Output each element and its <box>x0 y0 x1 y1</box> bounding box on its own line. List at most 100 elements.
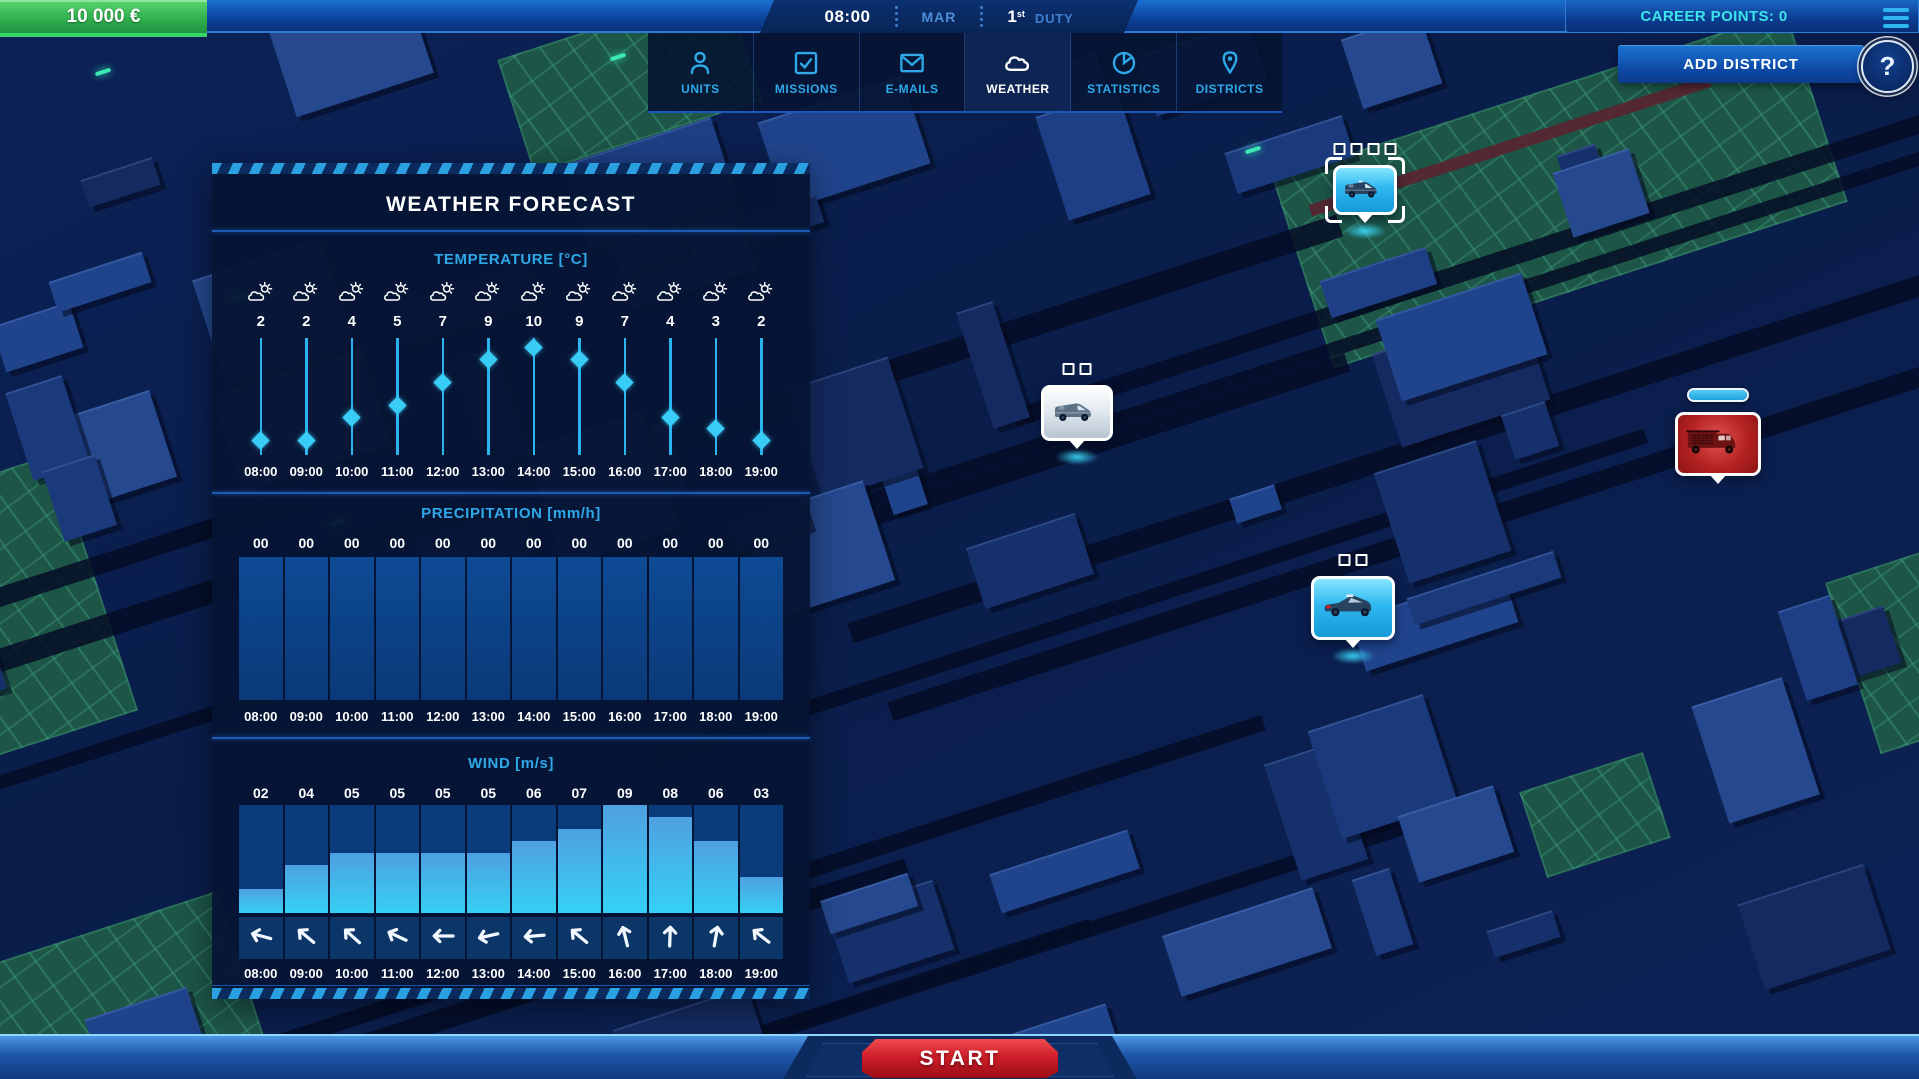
menu-button[interactable] <box>1877 5 1911 31</box>
selection-bracket <box>1325 206 1342 223</box>
help-button[interactable]: ? <box>1861 40 1914 93</box>
wind-direction-cell <box>239 917 283 959</box>
time-label: 09:00 <box>289 965 323 981</box>
mission-slot-square <box>1338 554 1351 566</box>
map-building <box>1691 676 1820 823</box>
wind-value: 06 <box>707 785 724 801</box>
wind-arrow-icon <box>746 921 776 956</box>
pie-chart-icon <box>1108 48 1140 78</box>
temperature-line <box>760 338 763 455</box>
nav-tabs: UNITS MISSIONS E-MAILS WEATHER STATISTIC… <box>648 33 1282 113</box>
temperature-section-label: TEMPERATURE [°C] <box>434 251 588 268</box>
mission-slot-square <box>1355 554 1368 566</box>
add-district-button[interactable]: ADD DISTRICT <box>1618 45 1864 83</box>
police-car-icon <box>1319 584 1388 633</box>
wind-arrow-icon <box>291 921 321 956</box>
separator-dots <box>980 6 983 27</box>
mission-slot-square <box>1350 143 1363 155</box>
partly-cloudy-icon <box>466 276 512 308</box>
money-display: 10 000 € <box>0 0 207 37</box>
tab-units[interactable]: UNITS <box>648 33 754 111</box>
duty-word: DUTY <box>1034 10 1074 26</box>
wind-arrow-icon <box>246 921 276 956</box>
tab-districts[interactable]: DISTRICTS <box>1177 33 1282 111</box>
time-label: 14:00 <box>517 965 551 981</box>
wind-arrow-icon <box>701 921 731 956</box>
time-display: 08:00 <box>824 6 871 26</box>
wind-time-row: 08:00 09:00 10:00 11:00 12:00 13:00 14:00 15:00… <box>238 963 784 983</box>
fire-truck-icon <box>1683 420 1753 469</box>
time-label: 08:00 <box>244 708 278 724</box>
map-marker-fire-truck[interactable] <box>1675 388 1761 484</box>
precipitation-chart <box>238 557 784 700</box>
precipitation-bar <box>512 557 556 700</box>
time-label: 11:00 <box>380 965 414 981</box>
partly-cloudy-icon <box>420 276 466 308</box>
temperature-column <box>739 338 785 455</box>
time-label: 09:00 <box>289 708 323 724</box>
wind-direction-cell <box>648 917 692 959</box>
temperature-value: 9 <box>575 312 584 330</box>
time-label: 12:00 <box>426 463 460 479</box>
wind-bar <box>421 852 465 913</box>
precipitation-bar <box>375 557 419 700</box>
start-button[interactable]: START <box>862 1039 1058 1078</box>
precipitation-value: 00 <box>753 535 770 551</box>
wind-bar-track <box>466 805 510 913</box>
mission-slot-square <box>1062 363 1075 375</box>
tab-emails[interactable]: E-MAILS <box>860 33 966 111</box>
wind-bar-track <box>694 805 738 913</box>
time-label: 19:00 <box>744 708 778 724</box>
map-pin-icon <box>1214 48 1246 78</box>
map-marker-ambulance-idle[interactable] <box>1041 363 1113 465</box>
divider <box>212 230 810 232</box>
wind-direction-cell <box>421 917 465 959</box>
time-label: 17:00 <box>653 708 687 724</box>
hazard-stripe-bottom <box>212 988 810 999</box>
temperature-marker <box>524 338 543 357</box>
temperature-column <box>511 338 557 455</box>
tab-districts-label: DISTRICTS <box>1195 82 1264 96</box>
precipitation-bar <box>648 557 692 700</box>
wind-value: 08 <box>662 785 679 801</box>
mission-slots <box>1338 554 1368 566</box>
duty-suffix: st <box>1016 8 1025 19</box>
tab-weather[interactable]: WEATHER <box>965 33 1072 111</box>
wind-direction-cell <box>694 917 738 959</box>
temperature-column <box>329 338 375 455</box>
time-label: 18:00 <box>699 708 733 724</box>
divider <box>212 492 810 494</box>
precipitation-section-label: PRECIPITATION [mm/h] <box>421 505 601 522</box>
hazard-stripe-top <box>212 163 810 174</box>
precipitation-bar <box>603 557 647 700</box>
time-label: 10:00 <box>335 965 369 981</box>
marker-glow <box>1055 449 1099 465</box>
time-label: 08:00 <box>244 965 278 981</box>
temperature-line <box>487 338 490 455</box>
temperature-marker <box>479 350 498 369</box>
wind-arrow-icon <box>337 921 367 956</box>
temperature-column <box>238 338 284 455</box>
marker-progress-fill <box>1689 390 1747 400</box>
divider <box>212 737 810 739</box>
map-park <box>1519 752 1671 878</box>
precipitation-value: 00 <box>434 535 451 551</box>
map-marker-police-car[interactable] <box>1311 554 1395 664</box>
marker-glow <box>1331 648 1375 664</box>
map-marker-ambulance-selected[interactable] <box>1325 143 1405 239</box>
precipitation-value: 00 <box>252 535 269 551</box>
tab-statistics[interactable]: STATISTICS <box>1071 33 1178 111</box>
time-label: 13:00 <box>471 463 505 479</box>
wind-bar <box>603 805 647 913</box>
selection-bracket <box>1325 157 1342 174</box>
time-label: 14:00 <box>517 463 551 479</box>
partly-cloudy-icon <box>602 276 648 308</box>
tab-missions[interactable]: MISSIONS <box>754 33 860 111</box>
time-label: 16:00 <box>608 708 642 724</box>
temperature-marker <box>706 419 725 438</box>
wind-bar <box>694 840 738 913</box>
wind-bar <box>739 877 783 913</box>
map-light <box>94 67 112 77</box>
time-label: 13:00 <box>471 708 505 724</box>
temperature-line <box>669 338 672 455</box>
